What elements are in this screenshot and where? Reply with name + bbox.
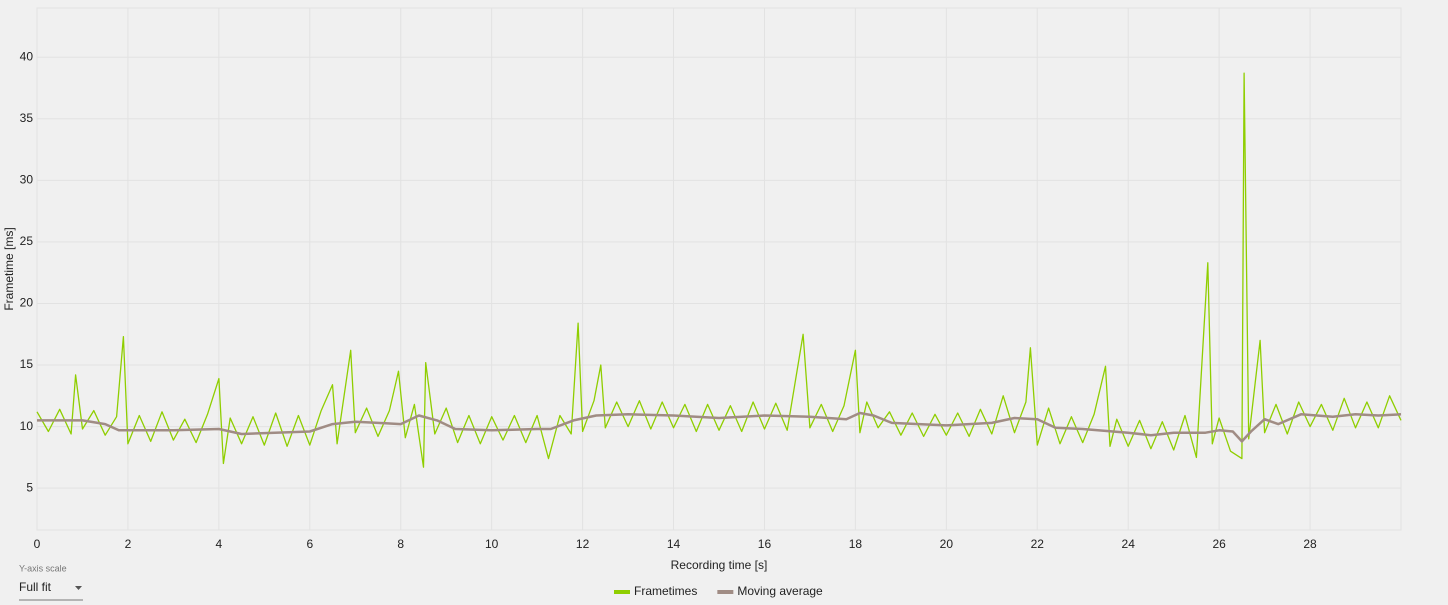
- legend-item: Frametimes: [614, 584, 697, 598]
- x-tick-label: 0: [34, 537, 41, 551]
- dropdown-value[interactable]: Full fit: [19, 580, 52, 594]
- x-tick-label: 6: [306, 537, 313, 551]
- x-tick-label: 24: [1122, 537, 1136, 551]
- x-tick-label: 28: [1303, 537, 1317, 551]
- y-tick-label: 10: [20, 419, 34, 433]
- x-tick-label: 4: [216, 537, 223, 551]
- y-tick-label: 35: [20, 111, 34, 125]
- dropdown[interactable]: Full fit: [19, 580, 83, 601]
- x-tick-label: 14: [667, 537, 681, 551]
- y-tick-label: 40: [20, 49, 34, 63]
- y-axis-label: Frametime [ms]: [2, 227, 16, 310]
- x-tick-label: 18: [849, 537, 863, 551]
- x-tick-label: 22: [1031, 537, 1045, 551]
- legend-swatch: [717, 590, 734, 594]
- y-tick-label: 15: [20, 357, 34, 371]
- legend-label: Frametimes: [634, 584, 697, 598]
- legend-swatch: [614, 590, 630, 594]
- x-tick-label: 12: [576, 537, 590, 551]
- dropdown-arrow[interactable]: [75, 586, 82, 590]
- y-tick-label: 25: [20, 234, 34, 248]
- x-tick-label: 8: [397, 537, 404, 551]
- control-label: Y-axis scale: [19, 563, 67, 573]
- x-tick-label: 10: [485, 537, 499, 551]
- y-tick-label: 30: [20, 173, 34, 187]
- series-line: [36, 72, 1402, 468]
- legend-item: Moving average: [717, 584, 823, 598]
- y-tick-label: 20: [20, 296, 34, 310]
- x-tick-label: 2: [125, 537, 132, 551]
- legend-label: Moving average: [737, 584, 823, 598]
- x-axis-label: Recording time [s]: [671, 558, 768, 572]
- x-tick-label: 26: [1212, 537, 1226, 551]
- x-tick-label: 20: [940, 537, 954, 551]
- y-tick-label: 5: [26, 480, 33, 494]
- series-line: [37, 411, 1402, 443]
- x-tick-label: 16: [758, 537, 772, 551]
